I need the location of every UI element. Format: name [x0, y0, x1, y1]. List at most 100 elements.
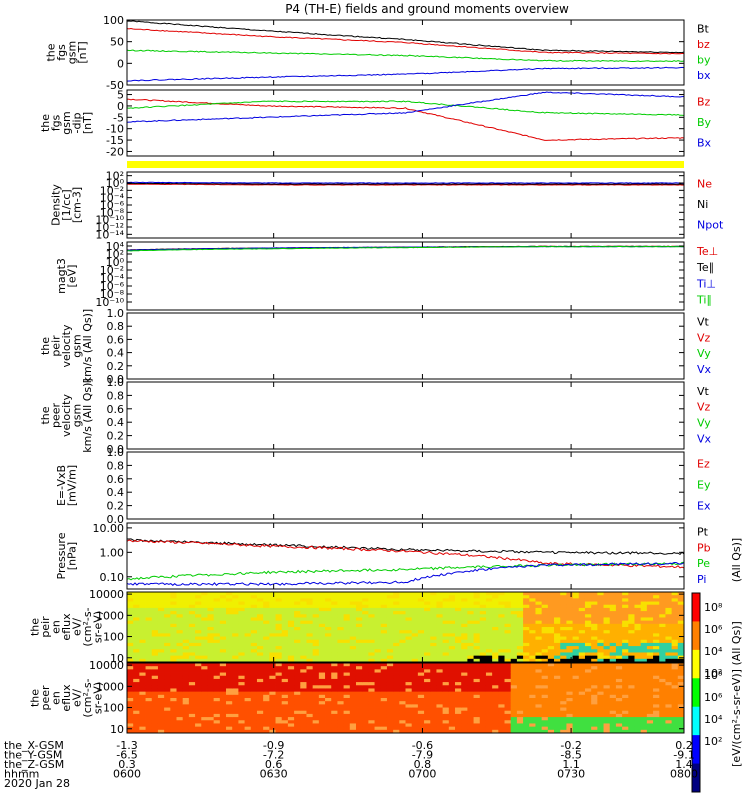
heatmap-cell: [157, 607, 165, 612]
heatmap-cell: [250, 713, 258, 718]
heatmap-cell: [213, 617, 221, 622]
y-axis-label-line: fgs: [50, 114, 63, 131]
heatmap-cell: [591, 663, 598, 667]
heatmap-cell: [467, 707, 474, 712]
heatmap-cell: [535, 633, 543, 637]
heatmap-cell: [232, 698, 239, 702]
heatmap-cell: [176, 649, 184, 653]
heatmap-cell: [653, 639, 660, 644]
heatmap-cell: [306, 642, 314, 647]
heatmap-cell: [176, 713, 184, 718]
heatmap-cell: [560, 623, 567, 628]
heatmap-cell: [355, 710, 363, 715]
heatmap-cell: [380, 595, 388, 599]
heatmap-cell: [516, 627, 524, 631]
heatmap-cell: [201, 685, 208, 689]
heatmap-cell: [646, 710, 654, 715]
heatmap-cell: [622, 663, 629, 667]
heatmap-cell: [300, 726, 307, 731]
heatmap-cell: [306, 607, 314, 612]
heatmap-cell: [145, 698, 153, 702]
heatmap-cell: [436, 672, 444, 677]
heatmap-cell: [312, 646, 320, 650]
heatmap-cell: [436, 694, 444, 699]
heatmap-cell: [145, 604, 153, 609]
heatmap-cell: [442, 649, 450, 653]
heatmap-cell: [263, 672, 270, 677]
panel-frame: [126, 312, 685, 380]
heatmap-cell: [461, 682, 468, 686]
heatmap-cell: [176, 607, 184, 612]
heatmap-cell: [362, 595, 369, 599]
heatmap-cell: [467, 633, 474, 637]
heatmap-cell: [238, 729, 245, 734]
heatmap-cell: [374, 701, 382, 705]
heatmap-cell: [355, 592, 363, 596]
heatmap-cell: [609, 688, 617, 693]
heatmap-cell: [566, 663, 573, 667]
heatmap-cell: [628, 636, 635, 641]
heatmap-cell: [331, 698, 338, 702]
heatmap-cell: [294, 639, 301, 644]
heatmap-cell: [424, 658, 431, 663]
heatmap-cell: [578, 710, 586, 715]
heatmap-cell: [306, 675, 314, 680]
heatmap-cell: [442, 592, 450, 596]
heatmap-cell: [219, 642, 227, 647]
heatmap-cell: [430, 720, 437, 724]
heatmap-cell: [374, 723, 382, 728]
heatmap-cell: [609, 717, 617, 721]
heatmap-cell: [529, 607, 536, 612]
heatmap-cell: [405, 614, 413, 618]
heatmap-cell: [653, 663, 660, 667]
heatmap-cell: [201, 649, 208, 653]
y-axis-label-line: peir: [39, 616, 52, 638]
heatmap-cell: [646, 720, 654, 724]
heatmap-cell: [448, 630, 456, 634]
heatmap-cell: [380, 601, 388, 606]
heatmap-cell: [597, 685, 604, 689]
heatmap-cell: [275, 627, 283, 631]
heatmap-cell: [485, 672, 493, 677]
heatmap-cell: [603, 672, 611, 677]
heatmap-cell: [312, 694, 320, 699]
heatmap-cell: [541, 729, 549, 734]
heatmap-cell: [554, 630, 561, 634]
heatmap-cell: [399, 713, 406, 718]
heatmap-cell: [226, 691, 233, 696]
heatmap-cell: [622, 710, 629, 715]
heatmap-cell: [572, 611, 580, 615]
heatmap-cell: [405, 639, 413, 644]
heatmap-cell: [622, 652, 629, 657]
heatmap-cell: [516, 701, 524, 705]
heatmap-cell: [256, 685, 264, 689]
heatmap-cell: [232, 717, 239, 721]
heatmap-cell: [597, 710, 604, 715]
heatmap-cell: [492, 633, 499, 637]
heatmap-cell: [238, 642, 245, 647]
heatmap-cell: [145, 607, 153, 612]
heatmap-cell: [399, 652, 406, 657]
heatmap-cell: [318, 604, 326, 609]
heatmap-cell: [232, 627, 239, 631]
heatmap-cell: [250, 694, 258, 699]
heatmap-cell: [244, 607, 252, 612]
heatmap-cell: [461, 607, 468, 612]
heatmap-cell: [368, 623, 375, 628]
heatmap-cell: [226, 627, 233, 631]
heatmap-cell: [634, 675, 642, 680]
heatmap-cell: [226, 675, 233, 680]
heatmap-cell: [591, 707, 598, 712]
legend-entry-Ni: Ni: [697, 198, 708, 211]
heatmap-cell: [133, 704, 140, 708]
heatmap-cell: [374, 601, 382, 606]
heatmap-cell: [312, 685, 320, 689]
heatmap-cell: [201, 598, 208, 602]
heatmap-cell: [677, 717, 685, 721]
heatmap-cell: [578, 694, 586, 699]
heatmap-cell: [306, 704, 314, 708]
heatmap-cell: [523, 642, 530, 647]
heatmap-cell: [554, 723, 561, 728]
heatmap-cell: [232, 652, 239, 657]
heatmap-cell: [628, 620, 635, 625]
